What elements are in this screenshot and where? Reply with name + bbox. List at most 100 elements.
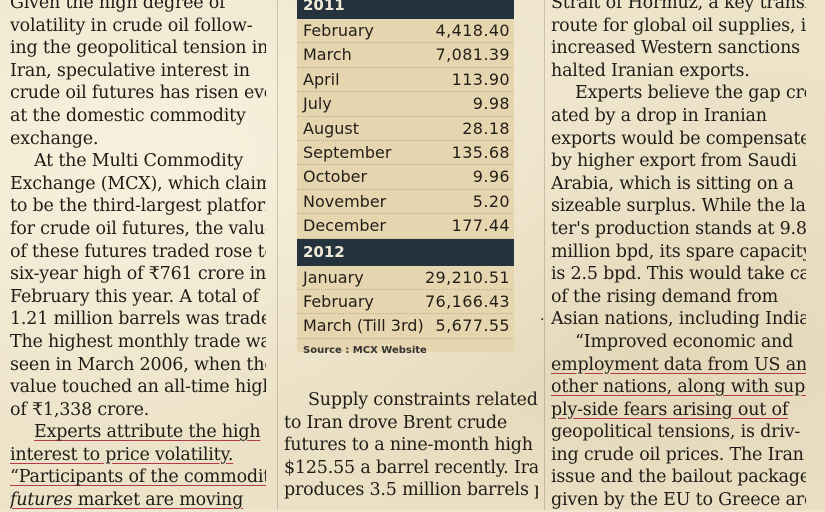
month-label: April xyxy=(303,69,340,89)
col3-para2: Experts believe the gap cre- ated by a d… xyxy=(551,82,806,331)
text-line: to Iran drove Brent crude xyxy=(284,412,508,433)
value-cell: 76,166.43 xyxy=(424,291,510,311)
text-line: to be the third-largest platform xyxy=(10,196,266,217)
text-line: produces 3.5 million barrels per xyxy=(284,480,538,501)
text-line: volatility in crude oil follow- xyxy=(10,15,253,36)
table-row: July 9.98 xyxy=(297,92,514,117)
text-line: halted Iranian exports. xyxy=(551,60,750,81)
month-label: August xyxy=(303,118,359,138)
table-row: August 28.18 xyxy=(297,117,514,141)
text-line: ing the geopolitical tension in xyxy=(10,38,266,59)
text-line: At the Multi Commodity xyxy=(34,151,244,172)
text-line: Supply constraints related xyxy=(308,390,538,410)
text-line: exports would be compensated xyxy=(551,128,806,149)
value-cell: 4,418.40 xyxy=(435,21,510,40)
month-label: December xyxy=(303,216,386,236)
col3-para1: Strait of Hormuz, a key transit route fo… xyxy=(551,0,806,82)
underlined-line: “Participants of the commodity xyxy=(10,467,266,488)
text-line: value touched an all-time high xyxy=(10,377,266,398)
text-line: given by the EU to Greece are xyxy=(551,490,806,511)
value-cell: 7,081.39 xyxy=(435,45,510,65)
text-fragment: market are moving xyxy=(72,490,244,511)
column-left: Given the high degree of volatility in c… xyxy=(10,0,266,512)
text-line: Iran, speculative interest in xyxy=(10,60,250,81)
underlined-line: futures market are moving xyxy=(10,489,266,512)
value-cell: 5,677.55 xyxy=(435,316,510,336)
table-row: February 4,418.40 xyxy=(297,19,514,44)
mcx-crude-futures-table: 2011 February 4,418.40 March 7,081.39 Apri… xyxy=(297,0,514,356)
value-cell: 135.68 xyxy=(451,142,510,162)
text-line: increased Western sanctions xyxy=(551,38,800,59)
month-label: September xyxy=(303,142,392,162)
text-line: sizeable surplus. While the lat- xyxy=(551,196,806,217)
text-line: seen in March 2006, when the xyxy=(10,354,266,375)
text-line: Strait of Hormuz, a key transit xyxy=(551,0,806,13)
text-line: exchange. xyxy=(10,128,99,149)
underlined-line: ply-side fears arising out of xyxy=(551,399,789,420)
text-line: issue and the bailout package xyxy=(551,467,806,488)
underlined-line: employment data from US and xyxy=(551,354,806,375)
value-cell: 177.44 xyxy=(451,216,510,236)
value-cell: 9.96 xyxy=(472,167,510,187)
col3-para3: “Improved economic and employment data f… xyxy=(551,331,806,512)
text-line: of ₹1,338 crore. xyxy=(10,399,150,420)
text-line: ated by a drop in Iranian xyxy=(551,105,767,126)
month-label: March xyxy=(303,45,352,65)
text-line: of the rising demand from xyxy=(551,286,778,307)
text-line: geopolitical tensions, is driv- xyxy=(551,422,801,443)
table-row: March 7,081.39 xyxy=(297,43,514,68)
text-line: Arabia, which is sitting on a xyxy=(551,173,794,194)
text-line: ter's production stands at 9.8 xyxy=(551,218,806,239)
underlined-line: other nations, along with sup- xyxy=(551,377,806,398)
text-line: February this year. A total of xyxy=(10,286,259,307)
text-line: ing crude oil prices. The Iran xyxy=(551,444,804,465)
text-line: for crude oil futures, the value xyxy=(10,218,266,239)
column-middle-text: Supply constraints related to Iran drove… xyxy=(284,389,538,502)
text-line: route for global oil supplies, if xyxy=(551,15,806,36)
text-line: is 2.5 bpd. This would take care xyxy=(551,264,806,285)
futures-word: futures xyxy=(10,490,73,511)
column-right: Strait of Hormuz, a key transit route fo… xyxy=(551,0,806,512)
month-label: February xyxy=(303,291,374,311)
col1-para1: Given the high degree of volatility in c… xyxy=(10,0,266,150)
table-row: December 177.44 xyxy=(297,214,514,239)
table-row: October 9.96 xyxy=(297,165,514,190)
text-line: futures to a nine-month high of xyxy=(284,435,538,456)
table-row: September 135.68 xyxy=(297,141,514,166)
value-cell: 9.98 xyxy=(472,94,510,114)
table-source: Source : MCX Website xyxy=(303,344,427,356)
month-label: July xyxy=(303,94,332,114)
text-line: Exchange (MCX), which claims xyxy=(10,173,266,194)
col1-para3: Experts attribute the high interest to p… xyxy=(10,421,266,511)
bullet-dot: · xyxy=(540,312,545,328)
underlined-line: Experts attribute the high xyxy=(34,422,261,443)
col2-para: Supply constraints related to Iran drove… xyxy=(284,389,538,502)
text-line: The highest monthly trade was xyxy=(10,331,266,352)
column-divider xyxy=(277,0,278,510)
underlined-line: interest to price volatility. xyxy=(10,444,234,465)
table-row: March (Till 3rd) 5,677.55 xyxy=(297,314,514,339)
text-line: of these futures traded rose to a xyxy=(10,241,266,262)
value-cell: 113.90 xyxy=(451,69,510,89)
text-line: million bpd, its spare capacity xyxy=(551,241,806,262)
month-label: March (Till 3rd) xyxy=(303,316,424,336)
year-header-2012: 2012 xyxy=(297,238,514,266)
text-line: by higher export from Saudi xyxy=(551,151,797,172)
year-header-2011: 2011 xyxy=(297,0,514,19)
text-line: $125.55 a barrel recently. Iran xyxy=(284,457,538,478)
table-row: April 113.90 xyxy=(297,68,514,93)
text-line: Given the high degree of xyxy=(10,0,226,13)
text-line: at the domestic commodity xyxy=(10,105,246,126)
value-cell: 28.18 xyxy=(462,118,510,138)
value-cell: 29,210.51 xyxy=(424,267,510,287)
month-label: October xyxy=(303,167,368,187)
text-line: 1.21 million barrels was traded. xyxy=(10,309,266,330)
table-row: February 76,166.43 xyxy=(297,290,514,315)
column-divider xyxy=(544,0,545,510)
text-line: six-year high of ₹761 crore in xyxy=(10,264,266,285)
text-line: Experts believe the gap cre- xyxy=(575,83,806,104)
month-label: January xyxy=(303,267,364,287)
month-label: February xyxy=(303,21,374,40)
text-line: crude oil futures has risen even xyxy=(10,83,266,104)
